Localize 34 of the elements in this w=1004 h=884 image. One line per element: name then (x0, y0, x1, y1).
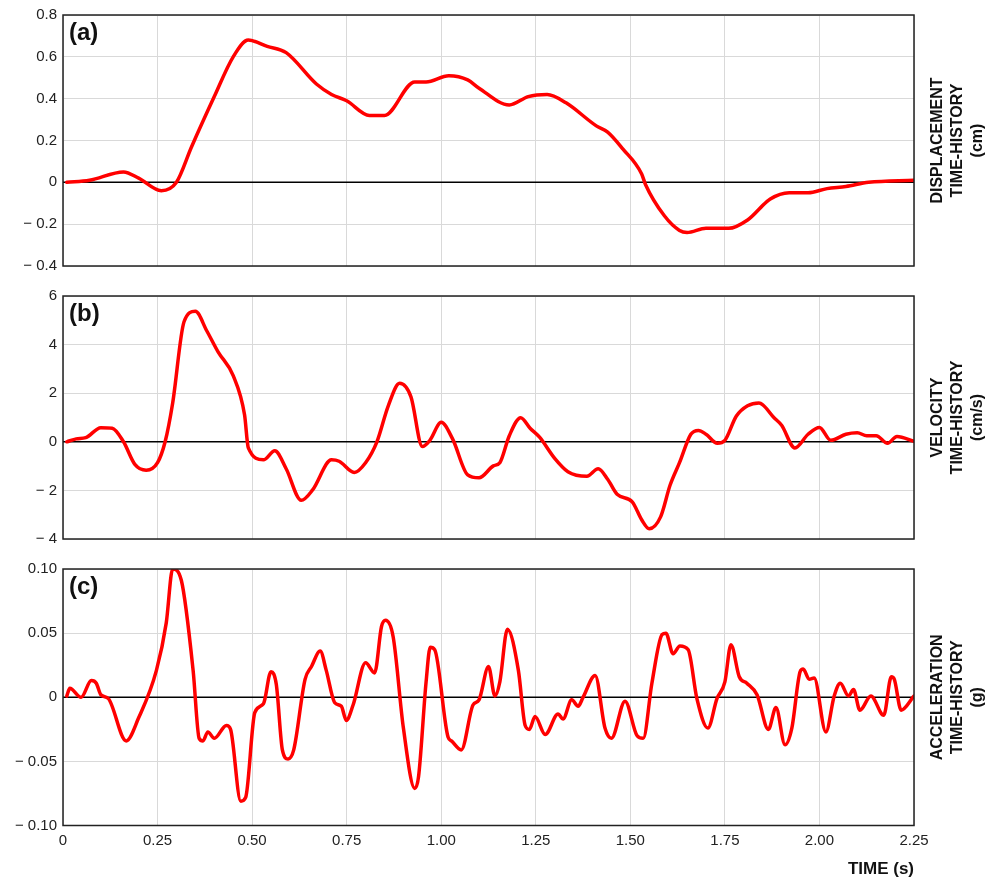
y-tick-label: − 0.10 (14, 815, 57, 833)
y-tick-label: 4 (48, 334, 57, 352)
x-tick-label: 2.00 (804, 830, 835, 848)
y-axis-title: VELOCITY TIME-HISTORY (cm/s) (928, 360, 986, 475)
x-tick-label: 1.50 (615, 830, 645, 848)
y-tick-label: 0.8 (36, 5, 57, 23)
y-tick-label: − 0.2 (23, 214, 57, 232)
y-axis-title: DISPLACEMENT TIME-HISTORY (cm) (928, 77, 986, 204)
y-tick-label: 0 (48, 172, 57, 190)
y-tick-label: 6 (48, 286, 57, 304)
y-tick-label: 0.6 (36, 46, 57, 64)
x-tick-label: 2.25 (899, 830, 929, 848)
x-tick-label: 0.75 (332, 830, 362, 848)
y-tick-label: − 0.4 (23, 256, 57, 274)
x-tick-label: 1.00 (426, 830, 456, 848)
y-tick-label: 0.2 (36, 130, 57, 148)
annotation: (b) (69, 298, 100, 326)
y-tick-label: − 4 (35, 529, 57, 547)
x-tick-label: 0.50 (237, 830, 267, 848)
x-tick-label: 1.25 (521, 830, 551, 848)
y-tick-label: 0.10 (27, 559, 57, 577)
x-tick-label: 1.75 (710, 830, 740, 848)
x-tick-label: 0.25 (142, 830, 173, 848)
y-axis-title: ACCELERATION TIME-HISTORY (g) (928, 634, 986, 761)
annotation: (c) (69, 571, 99, 599)
y-tick-label: − 2 (35, 480, 57, 498)
y-tick-label: 2 (48, 383, 57, 401)
annotation: (a) (69, 17, 99, 45)
x-axis-title: TIME (s) (847, 859, 914, 879)
y-tick-label: − 0.05 (14, 751, 57, 769)
y-tick-label: 0.4 (36, 88, 57, 106)
y-tick-label: 0 (48, 431, 57, 449)
y-tick-label: 0.05 (27, 623, 57, 641)
y-tick-label: 0 (48, 687, 57, 705)
